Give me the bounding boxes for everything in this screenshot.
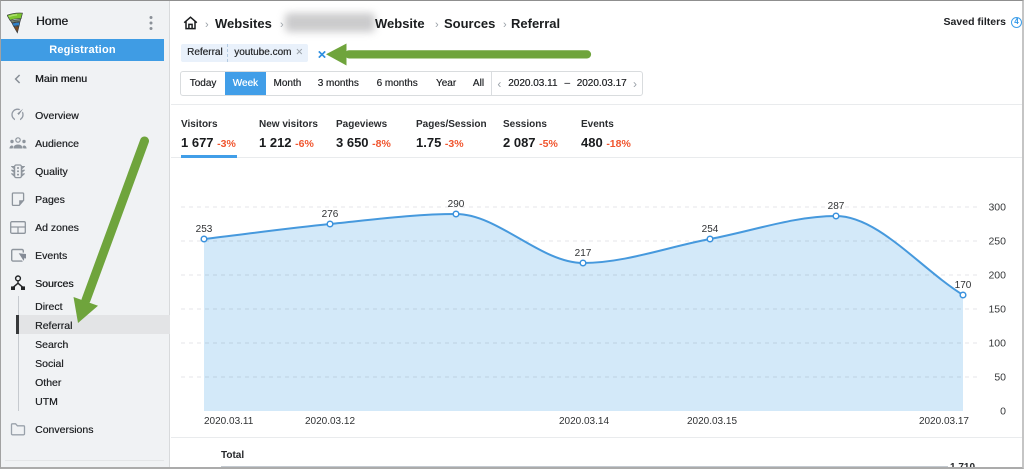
svg-text:300: 300: [988, 202, 1006, 214]
svg-text:2020.03.14: 2020.03.14: [559, 416, 609, 427]
svg-text:2020.03.12: 2020.03.12: [305, 416, 355, 427]
svg-text:200: 200: [988, 270, 1006, 282]
svg-text:2020.03.15: 2020.03.15: [687, 416, 737, 427]
svg-text:2020.03.17: 2020.03.17: [919, 416, 969, 427]
svg-text:290: 290: [448, 199, 465, 210]
svg-text:254: 254: [702, 224, 719, 235]
svg-text:250: 250: [988, 236, 1006, 248]
svg-text:100: 100: [988, 338, 1006, 350]
svg-text:217: 217: [575, 248, 592, 259]
svg-text:287: 287: [828, 201, 845, 212]
svg-text:150: 150: [988, 304, 1006, 316]
svg-text:253: 253: [196, 224, 213, 235]
svg-text:50: 50: [994, 372, 1006, 384]
svg-text:170: 170: [955, 280, 972, 291]
svg-text:0: 0: [1000, 406, 1006, 418]
svg-text:276: 276: [322, 209, 339, 220]
svg-text:2020.03.11: 2020.03.11: [204, 416, 254, 427]
